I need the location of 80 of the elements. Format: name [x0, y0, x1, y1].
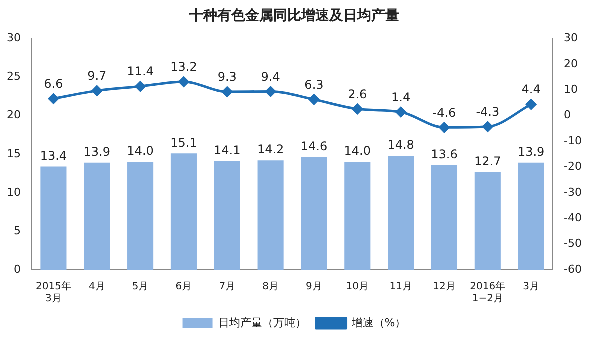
data-label: 2.6	[348, 87, 368, 102]
point	[48, 94, 59, 104]
point	[178, 76, 190, 88]
point	[222, 86, 233, 98]
data-label: 13.9	[518, 145, 545, 159]
bar	[258, 160, 284, 270]
data-label: 13.2	[170, 60, 198, 74]
point	[439, 122, 450, 133]
point	[526, 99, 537, 110]
y-tick-label: 25	[6, 70, 21, 84]
data-label: 9.7	[88, 69, 107, 84]
x-tick-label: 6月	[176, 282, 192, 293]
bar	[301, 157, 328, 270]
bar	[214, 161, 240, 270]
x-tick-label: 2015年 3月	[36, 280, 72, 305]
chart-title: 十种有色金属同比增速及日均产量	[188, 7, 400, 24]
point	[308, 94, 320, 105]
data-label: 13.9	[84, 145, 110, 159]
x-tick-label: 7月	[219, 282, 236, 293]
data-label: 15.1	[170, 136, 198, 150]
bar	[170, 154, 197, 270]
y2-tick-label: 30	[564, 32, 578, 45]
data-label: 1.4	[392, 90, 411, 104]
data-label: 6.6	[44, 77, 64, 92]
data-label: 13.6	[431, 147, 458, 162]
data-label: 12.7	[474, 154, 502, 168]
bar	[84, 162, 110, 270]
data-label: 9.4	[261, 70, 280, 84]
x-tick-label: 5月	[132, 282, 149, 293]
y-tick-label: 0	[14, 262, 21, 276]
y2-tick-label: -60	[564, 262, 582, 276]
x-tick-label: 12月	[433, 282, 456, 293]
point	[396, 107, 406, 118]
y-tick-label: 20	[6, 108, 21, 122]
y-tick-label: 10	[6, 186, 21, 199]
data-label: 11.4	[127, 64, 154, 79]
point	[352, 104, 363, 114]
data-label: 13.4	[40, 148, 68, 163]
legend-label: 增速（%）	[350, 316, 406, 330]
bar	[431, 165, 458, 270]
data-label: 9.3	[218, 70, 237, 84]
y2-tick-label: 0	[564, 108, 572, 122]
bar	[388, 156, 414, 270]
data-label: -4.3	[476, 105, 500, 120]
point	[92, 86, 102, 96]
legend-label: 日均产量（万吨）	[218, 316, 306, 330]
data-label: 4.4	[522, 82, 541, 97]
point	[482, 122, 494, 132]
y2-tick-label: -10	[564, 134, 582, 148]
y2-tick-label: -30	[564, 186, 582, 199]
data-label: 14.1	[214, 143, 241, 158]
y2-tick-label: -50	[564, 237, 582, 250]
y2-tick-label: -20	[564, 160, 582, 174]
x-tick-label: 4月	[88, 282, 106, 293]
x-tick-label: 3月	[523, 282, 540, 293]
y-tick-label: 15	[6, 147, 21, 160]
point	[135, 81, 146, 92]
bar	[128, 162, 154, 270]
x-tick-label: 11月	[390, 282, 412, 293]
x-tick-label: 9月	[306, 282, 322, 293]
data-label: 6.3	[304, 78, 324, 92]
y-tick-label: 30	[6, 32, 21, 45]
data-label: 14.0	[127, 144, 154, 158]
bar	[474, 172, 501, 270]
y-tick-label: 5	[14, 224, 21, 238]
bar	[518, 162, 544, 270]
data-label: -4.6	[432, 106, 456, 120]
x-tick-label: 10月	[346, 282, 370, 293]
y2-tick-label: 10	[564, 83, 578, 96]
x-tick-label: 2016年 1−2月	[470, 280, 506, 305]
bar	[344, 162, 371, 270]
y2-tick-label: -40	[564, 211, 582, 224]
bar	[40, 166, 67, 270]
x-tick-label: 8月	[262, 282, 279, 293]
y2-tick-label: 20	[564, 57, 578, 70]
data-label: 14.2	[257, 142, 284, 157]
data-label: 14.8	[388, 138, 414, 152]
point	[266, 86, 276, 97]
data-label: 14.6	[300, 140, 328, 154]
data-label: 14.0	[344, 144, 372, 158]
